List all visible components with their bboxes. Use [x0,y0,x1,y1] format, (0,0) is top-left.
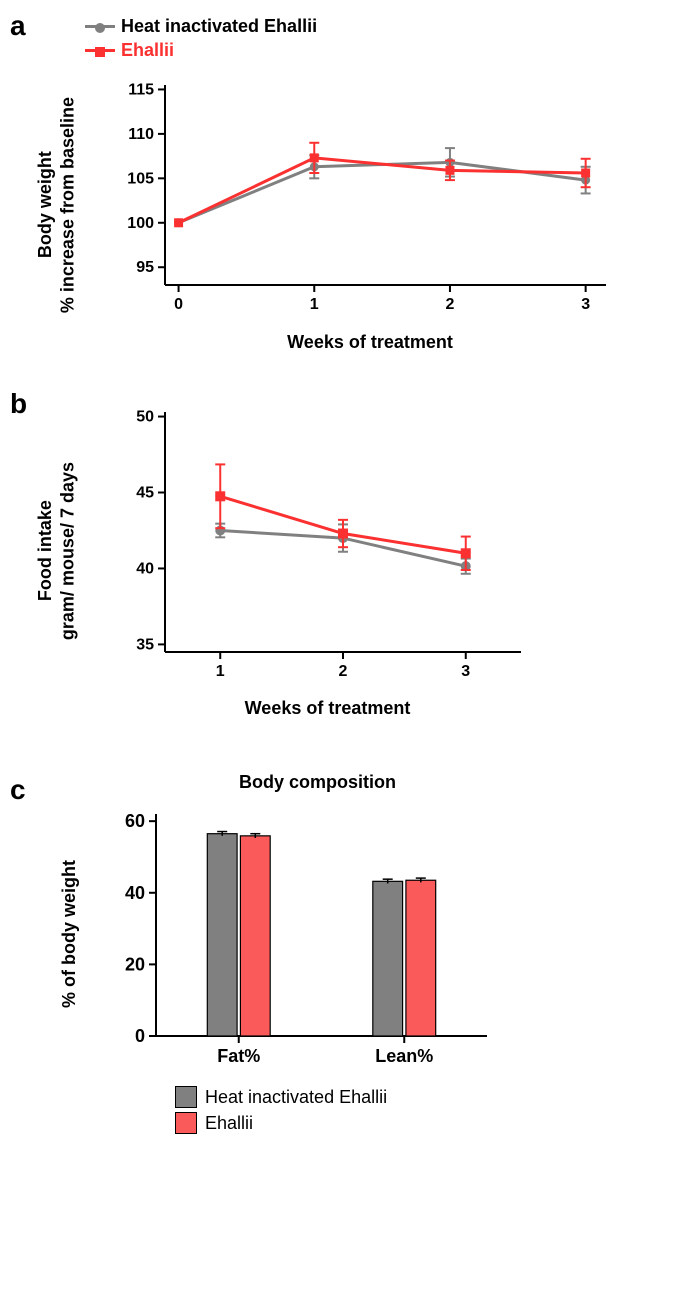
legend-label-1: Ehallii [121,40,174,61]
svg-text:95: 95 [136,259,154,276]
svg-text:0: 0 [135,1026,145,1046]
legend-c-item-0: Heat inactivated Ehallii [175,1086,387,1108]
panel-c: c % of body weight Body composition 0204… [10,766,665,1206]
legend-a-item-0: Heat inactivated Ehallii [85,16,317,37]
chart-b: 35 40 45 50 1 2 3 [120,402,535,692]
chart-c: 0 20 40 60 Fat% Lean% [106,784,501,1074]
panel-a: a Heat inactivated Ehallii Ehallii Body … [10,10,665,370]
svg-text:45: 45 [136,485,154,502]
legend-label-0: Heat inactivated Ehallii [121,16,317,37]
ylabel-a: Body weight % increase from baseline [34,80,79,330]
svg-text:3: 3 [581,296,590,313]
swatch-gray [175,1086,197,1108]
ylabel-c-text: % of body weight [59,860,79,1008]
legend-c: Heat inactivated Ehallii Ehallii [175,1086,387,1134]
svg-text:115: 115 [128,81,154,98]
xlabel-b: Weeks of treatment [120,698,535,719]
svg-text:35: 35 [136,636,154,653]
svg-text:0: 0 [174,296,183,313]
legend-c-label-0: Heat inactivated Ehallii [205,1087,387,1108]
svg-text:2: 2 [339,663,348,680]
svg-text:40: 40 [136,560,154,577]
svg-text:40: 40 [125,883,145,903]
ylabel-b: Food intake gram/ mouse/ 7 days [34,406,79,696]
chart-a: 95 100 105 110 115 0 1 2 3 [120,75,620,325]
svg-text:50: 50 [136,409,154,426]
legend-a-item-1: Ehallii [85,40,174,61]
legend-c-label-1: Ehallii [205,1113,253,1134]
panel-letter-a: a [10,10,26,42]
panel-b: b Food intake gram/ mouse/ 7 days 35 40 45… [10,388,665,748]
svg-text:60: 60 [125,811,145,831]
legend-line-gray [85,25,115,28]
ylabel-b-line1: Food intake [35,500,55,601]
svg-text:3: 3 [461,663,470,680]
circle-icon [95,23,105,33]
panel-letter-b: b [10,388,27,420]
svg-text:100: 100 [127,215,154,232]
svg-text:Fat%: Fat% [217,1046,260,1066]
legend-line-red [85,49,115,52]
swatch-red [175,1112,197,1134]
svg-text:105: 105 [127,170,154,187]
svg-text:1: 1 [216,663,225,680]
svg-text:1: 1 [310,296,319,313]
ylabel-a-line1: Body weight [35,152,55,259]
square-icon [95,47,105,57]
svg-text:Lean%: Lean% [375,1046,433,1066]
legend-c-item-1: Ehallii [175,1112,253,1134]
ylabel-a-line2: % increase from baseline [58,97,78,313]
ylabel-b-line2: gram/ mouse/ 7 days [58,462,78,640]
ylabel-c: % of body weight [58,794,81,1074]
panel-letter-c: c [10,774,26,806]
xlabel-a: Weeks of treatment [120,332,620,353]
svg-text:20: 20 [125,954,145,974]
svg-text:2: 2 [446,296,455,313]
svg-text:110: 110 [128,126,154,143]
